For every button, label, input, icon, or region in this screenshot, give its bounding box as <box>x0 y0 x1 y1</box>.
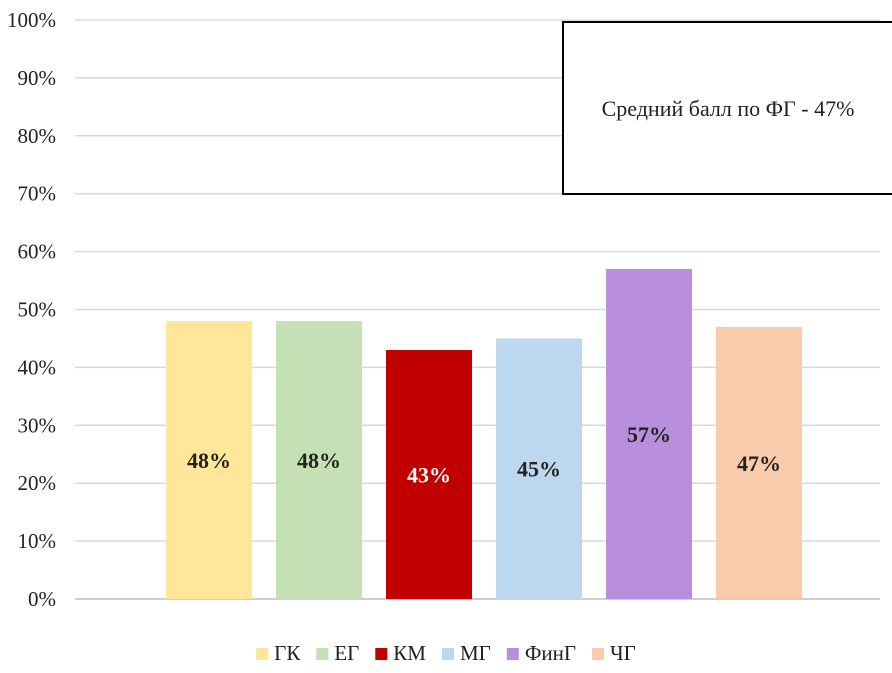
y-tick-label: 50% <box>18 298 57 322</box>
legend-label: КМ <box>393 641 426 665</box>
y-tick-label: 0% <box>28 587 56 611</box>
y-tick-label: 100% <box>7 8 56 32</box>
y-tick-label: 30% <box>18 413 57 437</box>
legend-swatch <box>375 648 388 660</box>
annotation-box: Средний балл по ФГ - 47% <box>562 21 892 195</box>
legend-item: ГК <box>256 641 301 665</box>
y-tick-label: 70% <box>18 182 57 206</box>
legend-item: ЕГ <box>316 641 359 665</box>
data-label: 43% <box>407 463 451 488</box>
legend-item: МГ <box>441 641 491 665</box>
legend-item: ЧГ <box>592 641 636 665</box>
legend-swatch <box>506 648 519 660</box>
legend-label: ФинГ <box>525 641 576 665</box>
bar <box>276 321 362 599</box>
bar <box>386 350 472 599</box>
annotation-text: Средний балл по ФГ - 47% <box>602 96 855 121</box>
bar <box>496 338 582 599</box>
legend-item: КМ <box>375 641 426 665</box>
legend-swatch <box>441 648 454 660</box>
bars <box>166 268 802 599</box>
y-tick-label: 10% <box>18 529 57 553</box>
data-label: 47% <box>737 451 781 476</box>
annotation-frame <box>562 21 892 195</box>
bar <box>716 326 802 599</box>
y-tick-label: 40% <box>18 355 57 379</box>
legend-label: ГК <box>274 641 301 665</box>
y-tick-label: 90% <box>18 66 57 90</box>
legend-item: ФинГ <box>506 641 576 665</box>
legend-label: ЕГ <box>334 641 359 665</box>
legend-label: МГ <box>460 641 491 665</box>
data-label: 45% <box>517 457 561 482</box>
y-tick-label: 20% <box>18 471 57 495</box>
legend-swatch <box>316 648 329 660</box>
legend: ГК ЕГ КМ МГ ФинГ ЧГ <box>256 641 636 665</box>
legend-swatch <box>256 648 269 660</box>
data-label: 48% <box>297 448 341 473</box>
bar <box>606 268 692 599</box>
y-tick-label: 80% <box>18 124 57 148</box>
y-axis-tick-labels: 0% 10% 20% 30% 40% 50% 60% 70% 80% 90% 100% <box>7 8 56 611</box>
data-label: 48% <box>187 448 231 473</box>
legend-swatch <box>592 648 605 660</box>
bar <box>166 321 252 599</box>
data-labels: 48% 48% 43% 45% 57% 47% <box>187 422 781 488</box>
legend-label: ЧГ <box>610 641 636 665</box>
data-label: 57% <box>627 422 671 447</box>
y-tick-label: 60% <box>18 240 57 264</box>
